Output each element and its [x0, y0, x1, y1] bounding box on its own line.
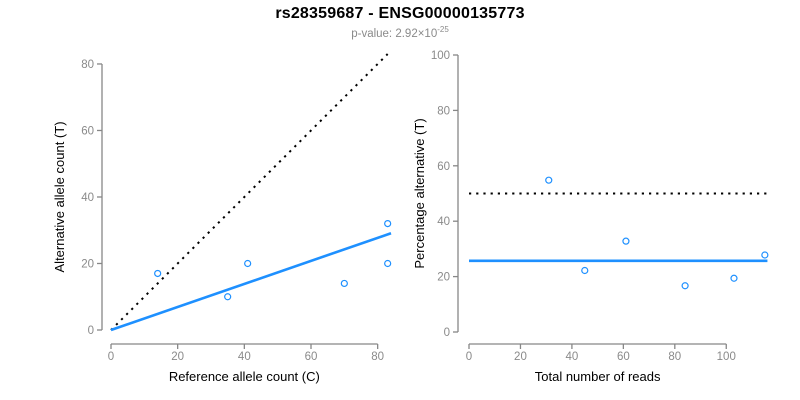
data-point: [384, 219, 392, 228]
data-point: [622, 237, 630, 245]
x-axis-title: Reference allele count (C): [169, 369, 320, 384]
x-tick-label: 80: [668, 351, 681, 363]
x-tick-label: 0: [466, 351, 472, 363]
data-point: [761, 251, 769, 259]
data-point: [340, 279, 348, 288]
y-tick-label: 20: [81, 258, 94, 270]
y-tick-label: 60: [81, 125, 94, 137]
read-percentage-scatter-plot: 0 20 40 60 80 100 0 20 40 60 80 100 Total number of …: [412, 50, 769, 384]
x-tick-label: 100: [717, 351, 736, 363]
y-tick-label: 80: [81, 59, 94, 71]
x-tick-label: 80: [371, 351, 384, 363]
y-tick-label: 100: [431, 50, 450, 62]
x-tick-label: 20: [514, 351, 527, 363]
x-tick-label: 60: [305, 351, 318, 363]
x-tick-label: 40: [566, 351, 579, 363]
data-point: [244, 259, 252, 268]
data-point: [581, 266, 589, 275]
pvalue-text: p-value: 2.92×10: [351, 27, 438, 40]
y-tick-label: 60: [437, 161, 450, 173]
y-tick-label: 40: [81, 192, 94, 204]
data-point: [545, 176, 553, 184]
y-tick-label: 20: [437, 272, 450, 284]
allele-count-scatter-plot: 0 20 40 60 80 0 20 40 60 80 Reference allele count…: [52, 53, 392, 384]
figure-header: rs28359687 - ENSG00000135773 p-value: 2.…: [0, 0, 800, 40]
y-tick-label: 80: [437, 105, 450, 117]
y-axis-title: Percentage alternative (T): [412, 118, 427, 268]
data-point: [384, 259, 392, 268]
data-point: [224, 293, 232, 301]
data-point: [154, 269, 162, 278]
y-tick-label: 0: [444, 327, 450, 339]
fit-line: [110, 232, 392, 332]
figure-title: rs28359687 - ENSG00000135773: [275, 5, 525, 22]
y-axis-title: Alternative allele count (T): [52, 121, 67, 272]
x-tick-label: 0: [108, 351, 114, 363]
y-tick-label: 0: [88, 325, 94, 337]
x-tick-label: 20: [171, 351, 184, 363]
x-tick-label: 60: [617, 351, 630, 363]
figure-subtitle: p-value: 2.92×10-25: [0, 25, 800, 40]
x-axis-title: Total number of reads: [535, 369, 661, 384]
x-tick-label: 40: [238, 351, 251, 363]
identity-line: [110, 53, 389, 331]
data-point: [681, 282, 689, 290]
pvalue-exponent: -25: [437, 25, 449, 34]
y-tick-label: 40: [437, 216, 450, 228]
data-point: [730, 274, 738, 282]
